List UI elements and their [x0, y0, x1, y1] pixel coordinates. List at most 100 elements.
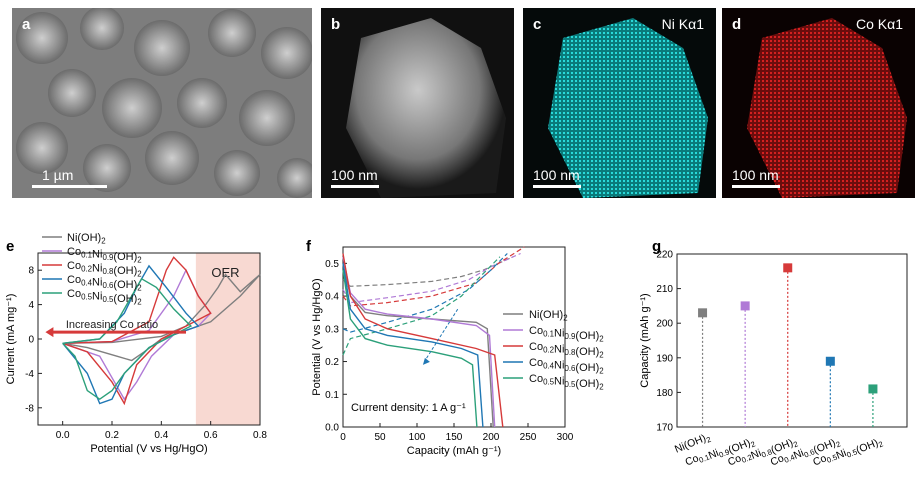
charge-curve-1 — [342, 252, 521, 304]
x-tick-label: 0.2 — [105, 430, 119, 441]
panel-letter-f: f — [306, 238, 312, 255]
cv-curve-1 — [62, 268, 212, 401]
charge-curve-4 — [342, 256, 501, 356]
legend-entry: Ni(OH)2 — [67, 232, 106, 246]
discharge-curve-2 — [342, 253, 504, 428]
x-tick-label: 0 — [340, 432, 346, 443]
y-tick-label: 180 — [656, 388, 673, 399]
panel-letter-e: e — [6, 238, 14, 255]
legend-entry: Co0.2Ni0.8(OH)2 — [67, 260, 142, 279]
charge-curve-2 — [342, 246, 525, 307]
y-tick-label: 0.4 — [325, 292, 339, 303]
y-axis-label: Current (mA mg⁻¹) — [5, 294, 17, 385]
axes-frame — [342, 246, 566, 428]
trend-arrowhead — [422, 357, 430, 365]
cv-curve-0 — [62, 273, 261, 362]
stem-particle — [321, 8, 514, 198]
sem-texture — [12, 8, 312, 198]
capacity-point — [783, 263, 793, 273]
trend-arrow — [423, 308, 459, 362]
ni-eds-map — [523, 8, 716, 198]
y-tick-label: 0.3 — [325, 324, 339, 335]
cv-curve-3 — [62, 264, 200, 405]
eds-map-panel-d: d Co Kα1 100 nm — [722, 8, 915, 198]
legend-entry: Co0.4Ni0.6(OH)2 — [529, 357, 604, 376]
co-eds-map — [722, 8, 915, 198]
scale-bar-label: 1 µm — [42, 167, 74, 183]
stem-image-panel-b: b 100 nm — [321, 8, 514, 198]
x-tick-label: 0.4 — [154, 430, 168, 441]
x-axis-label: Capacity (mAh g⁻¹) — [407, 445, 501, 457]
capacity-point — [868, 384, 878, 394]
y-tick-label: 0.5 — [325, 259, 339, 270]
discharge-curve-1 — [342, 256, 496, 428]
y-axis-label: Capacity (mAh g⁻¹) — [639, 293, 651, 387]
scale-bar-label: 100 nm — [533, 167, 580, 183]
x-tick-label: 0.6 — [204, 430, 218, 441]
x-tick-label: 50 — [374, 432, 386, 443]
element-label-ni: Ni Kα1 — [661, 16, 704, 32]
x-axis-label: Potential (V vs Hg/HgO) — [90, 443, 207, 455]
x-category-label: Co0.5Ni0.5(OH)2 — [811, 431, 884, 475]
cv-curve-4 — [62, 277, 193, 401]
scale-bar-label: 100 nm — [732, 167, 779, 183]
charge-curve-3 — [342, 253, 508, 333]
legend-entry: Ni(OH)2 — [529, 309, 568, 323]
y-tick-label: -8 — [25, 403, 34, 414]
axes-frame — [676, 253, 908, 428]
y-tick-label: 0.0 — [325, 423, 339, 434]
x-tick-label: 0.8 — [253, 430, 267, 441]
scale-bar-label: 100 nm — [331, 167, 378, 183]
y-tick-label: 0.2 — [325, 357, 339, 368]
legend-entry: Co0.5Ni0.5(OH)2 — [67, 288, 142, 307]
panel-letter-a: a — [22, 16, 31, 33]
current-density-label: Current density: 1 A g⁻¹ — [351, 402, 466, 414]
discharge-curve-0 — [342, 263, 494, 428]
x-category-label: Co0.4Ni0.6(OH)2 — [769, 431, 842, 475]
x-tick-label: 0.0 — [56, 430, 70, 441]
scale-bar-b: 100 nm — [331, 167, 379, 188]
y-tick-label: -4 — [25, 369, 34, 380]
oer-region — [195, 253, 260, 425]
legend-entry: Co0.2Ni0.8(OH)2 — [529, 341, 604, 360]
y-axis-label: Potential (V vs Hg/HgO) — [311, 278, 323, 395]
x-tick-label: 150 — [446, 432, 463, 443]
x-tick-label: 250 — [520, 432, 537, 443]
co-ratio-arrowhead — [45, 327, 54, 338]
panel-letter-g: g — [652, 238, 661, 255]
x-tick-label: 100 — [409, 432, 426, 443]
eds-map-panel-c: c Ni Kα1 100 nm — [523, 8, 716, 198]
y-tick-label: 210 — [656, 284, 673, 295]
axes-frame — [37, 252, 261, 426]
y-tick-label: 170 — [656, 423, 673, 434]
co-ratio-label: Increasing Co ratio — [66, 319, 158, 331]
legend-entry: Co0.4Ni0.6(OH)2 — [67, 274, 142, 293]
x-category-label: Ni(OH)2 — [673, 431, 712, 457]
x-category-label: Co0.1Ni0.9(OH)2 — [684, 431, 757, 475]
oer-label: OER — [211, 265, 239, 280]
cv-curve-2 — [62, 256, 212, 406]
panel-letter-b: b — [331, 16, 341, 33]
legend-entry: Co0.1Ni0.9(OH)2 — [529, 325, 604, 344]
capacity-point — [698, 308, 708, 318]
y-tick-label: 4 — [28, 300, 34, 311]
scale-bar-d: 100 nm — [732, 167, 780, 188]
scale-bar-c: 100 nm — [533, 167, 581, 188]
y-tick-label: 0.1 — [325, 390, 339, 401]
y-tick-label: 220 — [656, 250, 673, 261]
panel-letter-d: d — [732, 16, 742, 33]
discharge-curve-3 — [342, 263, 484, 428]
y-tick-label: 190 — [656, 353, 673, 364]
sem-image-panel-a: a 1 µm — [12, 8, 312, 198]
panel-letter-c: c — [533, 16, 542, 33]
legend-entry: Co0.1Ni0.9(OH)2 — [67, 246, 142, 265]
x-tick-label: 300 — [557, 432, 574, 443]
scale-bar-a: 1 µm — [32, 167, 107, 188]
x-category-label: Co0.2Ni0.8(OH)2 — [726, 431, 799, 475]
legend-entry: Co0.5Ni0.5(OH)2 — [529, 373, 604, 392]
capacity-point — [740, 301, 750, 311]
y-tick-label: 200 — [656, 319, 673, 330]
capacity-point — [825, 356, 835, 366]
y-tick-label: 0 — [28, 335, 34, 346]
y-tick-label: 8 — [28, 266, 34, 277]
